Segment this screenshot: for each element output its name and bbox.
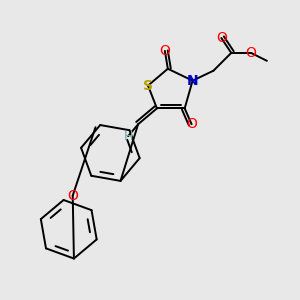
Text: S: S	[143, 79, 153, 93]
Text: O: O	[216, 31, 227, 45]
Text: N: N	[187, 74, 198, 88]
Text: O: O	[186, 117, 197, 131]
Text: H: H	[124, 130, 133, 142]
Text: O: O	[67, 189, 78, 202]
Text: O: O	[159, 44, 170, 58]
Text: O: O	[246, 46, 256, 60]
